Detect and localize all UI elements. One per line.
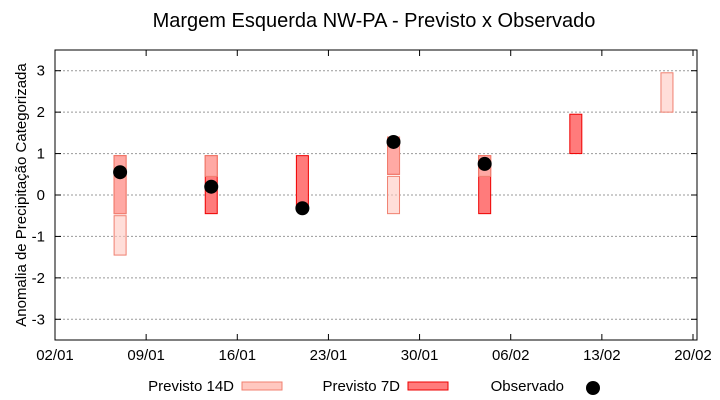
point-observado [477,156,492,171]
x-tick-label: 30/01 [401,347,439,364]
y-tick-label: -3 [32,311,45,328]
bar-previsto-14d [204,155,218,177]
bar-previsto-7d [569,113,583,155]
x-tick-label: 20/02 [674,347,712,364]
point-observado [204,179,219,194]
x-tick-label: 02/01 [36,347,74,364]
bar-previsto-7d [295,155,309,208]
chart-title: Margem Esquerda NW-PA - Previsto x Obser… [153,10,596,32]
x-tick-label: 09/01 [127,347,165,364]
x-tick-label: 16/01 [219,347,257,364]
y-tick-label: 2 [37,104,45,121]
bar-previsto-14d [387,175,401,215]
legend-swatch-observado [586,381,600,395]
point-observado [295,201,310,216]
y-tick-label: 0 [37,187,45,204]
bar-previsto-14d [113,155,127,215]
y-tick-label: -1 [32,228,45,245]
y-tick-label: 3 [37,63,45,80]
bar-previsto-14d [113,215,127,256]
legend-label: Observado [491,378,564,395]
x-tick-label: 13/02 [583,347,621,364]
point-observado [386,134,401,149]
y-tick-label: 1 [37,146,45,163]
legend-swatch-previsto-7d [407,381,449,391]
point-observado [113,165,128,180]
bar-previsto-14d [660,72,674,113]
legend-swatch-previsto-14d [241,381,283,391]
x-tick-label: 23/01 [310,347,348,364]
x-tick-label: 06/02 [492,347,530,364]
plot-frame [54,49,698,341]
y-axis-label: Anomalia de Precipitação Categorizada [13,63,30,327]
legend-label: Previsto 7D [322,378,400,395]
y-tick-label: -2 [32,270,45,287]
legend-label: Previsto 14D [148,378,234,395]
